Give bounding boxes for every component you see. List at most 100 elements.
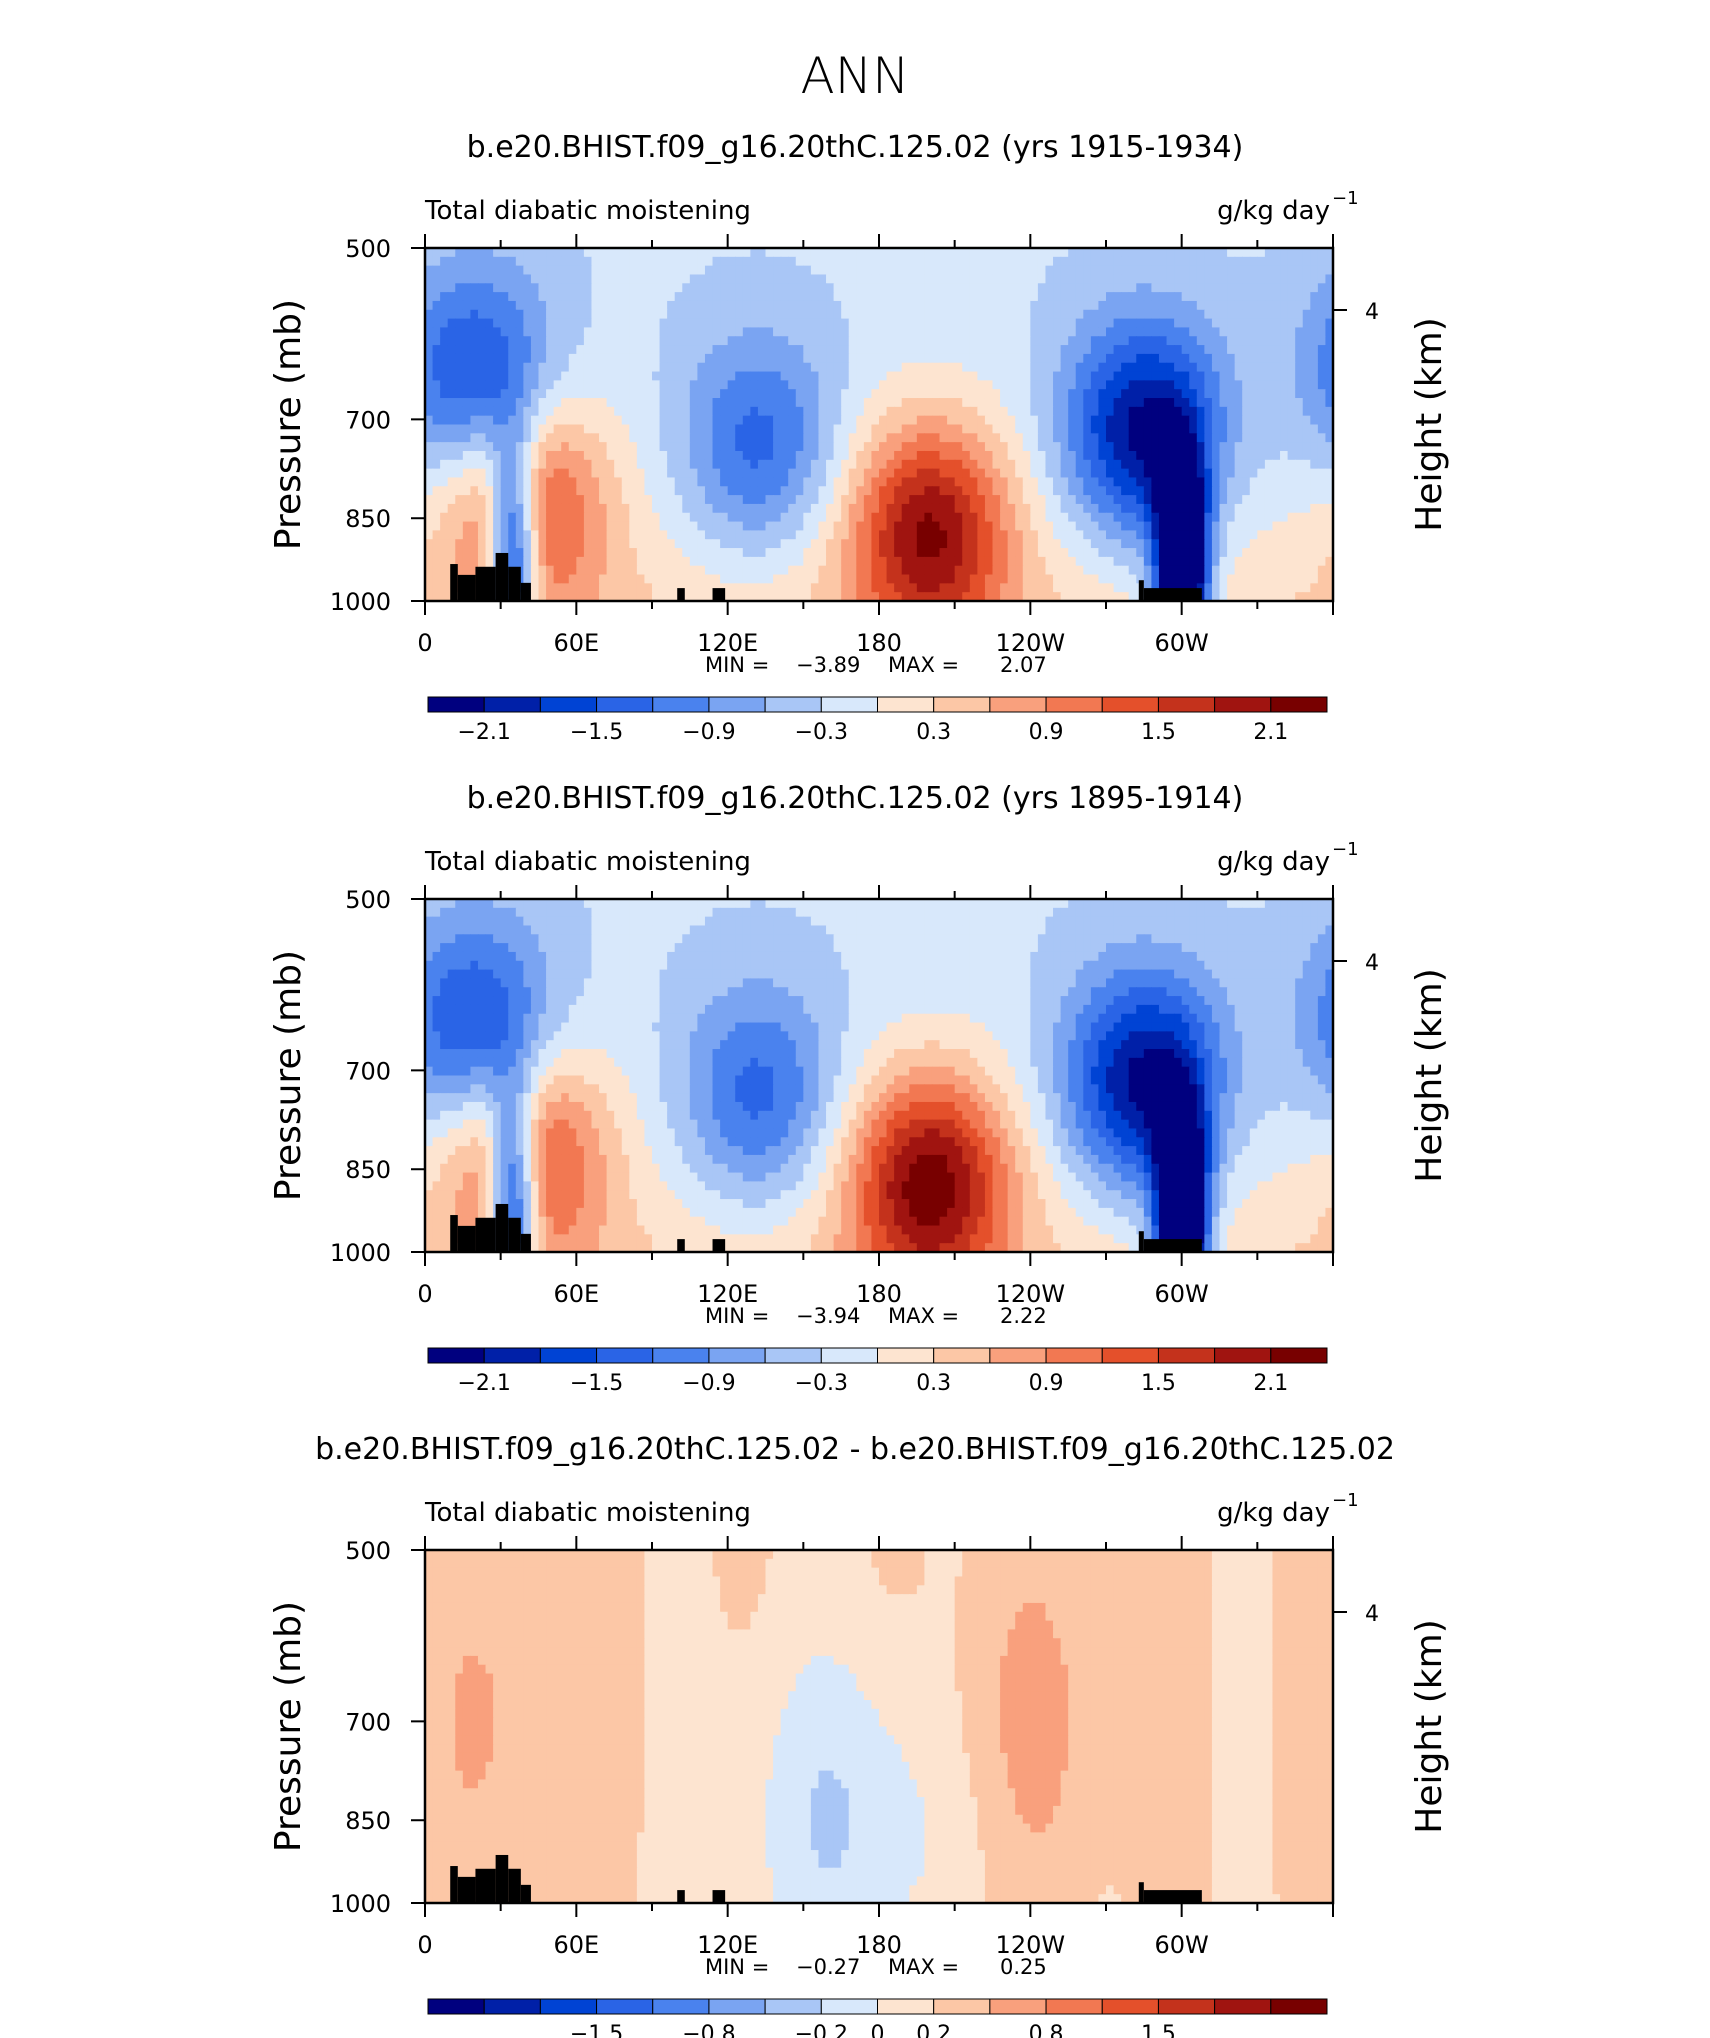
field-cell xyxy=(591,583,600,593)
field-cell xyxy=(614,512,623,523)
field-cell xyxy=(780,415,789,426)
field-cell xyxy=(1090,459,1100,470)
field-cell xyxy=(462,292,471,302)
field-cell xyxy=(1174,380,1183,390)
field-cell xyxy=(599,398,608,408)
field-cell xyxy=(636,521,646,531)
field-cell xyxy=(470,565,479,576)
field-cell xyxy=(659,389,668,399)
field-cell xyxy=(1181,424,1190,434)
field-cell xyxy=(447,336,456,346)
field-cell xyxy=(1234,389,1243,399)
field-cell xyxy=(1287,583,1296,593)
field-cell xyxy=(455,521,464,531)
field-cell xyxy=(1242,512,1251,523)
field-cell xyxy=(1295,583,1304,593)
field-cell xyxy=(1128,283,1137,293)
field-cell xyxy=(477,406,487,417)
field-cell xyxy=(576,256,585,267)
field-cell xyxy=(886,353,895,364)
field-cell xyxy=(750,521,759,531)
field-cell xyxy=(682,415,691,426)
field-cell xyxy=(916,309,925,320)
field-cell xyxy=(720,459,729,470)
field-cell xyxy=(1234,371,1243,381)
field-cell xyxy=(1196,548,1205,558)
field-cell xyxy=(636,495,646,505)
field-cell xyxy=(667,318,676,329)
field-cell xyxy=(546,468,555,479)
field-cell xyxy=(1015,583,1024,593)
field-cell xyxy=(1053,477,1062,487)
field-cell xyxy=(1295,406,1304,417)
field-cell xyxy=(879,468,888,479)
field-cell xyxy=(841,353,850,364)
field-cell xyxy=(1227,424,1236,434)
field-cell xyxy=(826,336,835,346)
field-cell xyxy=(901,274,910,284)
field-cell xyxy=(1166,503,1175,514)
field-cell xyxy=(652,486,661,496)
field-cell xyxy=(515,327,524,337)
field-cell xyxy=(508,353,517,364)
field-cell xyxy=(856,495,865,505)
field-cell xyxy=(879,256,888,267)
field-cell xyxy=(682,565,691,576)
colorbar-box xyxy=(1270,696,1328,713)
field-cell xyxy=(568,574,577,584)
field-cell xyxy=(1000,486,1009,496)
field-cell xyxy=(1143,415,1152,426)
field-cell xyxy=(1022,327,1031,337)
field-cell xyxy=(1302,265,1311,276)
field-cell xyxy=(1007,583,1016,593)
field-cell xyxy=(440,477,449,487)
field-cell xyxy=(493,327,502,337)
field-cell xyxy=(1174,503,1183,514)
field-cell xyxy=(440,415,449,426)
field-cell xyxy=(1015,336,1024,346)
field-cell xyxy=(523,318,532,329)
field-cell xyxy=(1143,565,1152,576)
field-cell xyxy=(1037,565,1047,576)
field-cell xyxy=(485,521,494,531)
field-cell xyxy=(810,274,820,284)
field-cell xyxy=(493,548,502,558)
field-cell xyxy=(1211,521,1221,531)
field-cell xyxy=(795,389,804,399)
field-cell xyxy=(553,424,562,434)
field-cell xyxy=(984,583,994,593)
field-cell xyxy=(583,468,593,479)
field-cell xyxy=(984,371,994,381)
field-cell xyxy=(538,292,547,302)
field-cell xyxy=(984,309,994,320)
field-cell xyxy=(1234,583,1243,593)
field-cell xyxy=(826,548,835,558)
field-cell xyxy=(803,530,812,540)
field-cell xyxy=(1007,539,1016,549)
field-cell xyxy=(1325,318,1333,329)
field-cell xyxy=(1211,548,1221,558)
field-cell xyxy=(962,565,971,576)
field-cell xyxy=(447,415,456,426)
field-cell xyxy=(1181,380,1190,390)
field-cell xyxy=(523,512,532,523)
field-cell xyxy=(992,565,1001,576)
field-cell xyxy=(440,248,449,258)
field-cell xyxy=(788,327,797,337)
field-cell xyxy=(1272,300,1281,311)
field-cell xyxy=(848,521,857,531)
field-cell xyxy=(1106,336,1115,346)
field-cell xyxy=(523,345,532,355)
field-cell xyxy=(1121,899,1130,909)
field-cell xyxy=(1128,389,1137,399)
field-cell xyxy=(1113,424,1122,434)
colorbar-box xyxy=(1214,696,1272,713)
field-cell xyxy=(1310,345,1319,355)
field-cell xyxy=(530,336,540,346)
field-cell xyxy=(818,556,827,567)
field-cell xyxy=(939,521,948,531)
field-cell xyxy=(818,530,827,540)
field-cell xyxy=(1151,398,1160,408)
field-cell xyxy=(1113,309,1122,320)
field-cell xyxy=(901,521,910,531)
